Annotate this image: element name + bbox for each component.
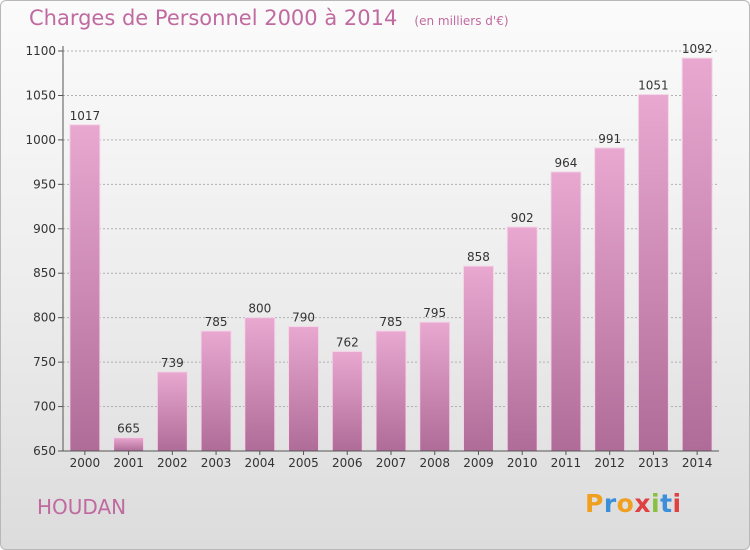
value-label-2013: 1051	[638, 79, 669, 93]
y-tick-label: 900	[33, 222, 56, 236]
bar-2008[interactable]	[419, 321, 451, 452]
x-tick-label-2005: 2005	[288, 456, 319, 470]
bar-2004[interactable]	[244, 317, 276, 452]
y-tick-label: 650	[33, 444, 56, 458]
bar-2014[interactable]	[681, 57, 713, 452]
value-label-2005: 790	[292, 311, 315, 325]
x-tick-label-2013: 2013	[638, 456, 669, 470]
value-label-2007: 785	[380, 315, 403, 329]
y-tick-label: 1000	[25, 133, 56, 147]
value-label-2009: 858	[467, 250, 490, 264]
chart-unit-subtitle: (en milliers d'€)	[414, 14, 509, 28]
value-label-2006: 762	[336, 335, 359, 349]
y-tick-label: 1100	[25, 44, 56, 58]
logo-letter: t	[660, 489, 673, 518]
commune-name: HOUDAN	[37, 495, 127, 519]
value-label-2002: 739	[161, 356, 184, 370]
bar-2003[interactable]	[200, 330, 232, 452]
value-label-2003: 785	[205, 315, 228, 329]
bar-2011[interactable]	[550, 171, 582, 452]
x-tick-label-2010: 2010	[507, 456, 538, 470]
x-tick-label-2003: 2003	[201, 456, 232, 470]
value-label-2010: 902	[511, 211, 534, 225]
x-tick-label-2002: 2002	[157, 456, 188, 470]
y-tick-label: 800	[33, 311, 56, 325]
chart-title-block: Charges de Personnel 2000 à 2014 (en mil…	[29, 6, 509, 30]
x-tick-label-2009: 2009	[463, 456, 494, 470]
y-tick-label: 700	[33, 400, 56, 414]
bar-2009[interactable]	[462, 265, 494, 452]
y-tick-label: 850	[33, 266, 56, 280]
bar-2005[interactable]	[288, 326, 320, 452]
value-label-2001: 665	[117, 422, 140, 436]
y-tick-label: 750	[33, 355, 56, 369]
logo-letter: x	[634, 489, 651, 518]
y-tick-label: 1050	[25, 88, 56, 102]
value-label-2012: 991	[598, 132, 621, 146]
x-tick-label-2011: 2011	[551, 456, 582, 470]
x-tick-label-2001: 2001	[113, 456, 144, 470]
bar-2013[interactable]	[637, 94, 669, 452]
value-label-2008: 795	[423, 306, 446, 320]
x-tick-label-2004: 2004	[245, 456, 276, 470]
value-label-2004: 800	[248, 302, 271, 316]
x-tick-label-2000: 2000	[70, 456, 101, 470]
logo-letter: P	[585, 489, 604, 518]
proxiti-logo[interactable]: Proxiti	[585, 489, 682, 518]
bar-2007[interactable]	[375, 330, 407, 452]
bar-2002[interactable]	[156, 371, 188, 452]
logo-letter: o	[616, 489, 635, 518]
y-tick-label: 950	[33, 177, 56, 191]
chart-title: Charges de Personnel 2000 à 2014	[29, 6, 398, 30]
value-label-2011: 964	[554, 156, 577, 170]
x-tick-label-2008: 2008	[419, 456, 450, 470]
logo-letter: i	[651, 489, 661, 518]
bar-2000[interactable]	[69, 124, 101, 452]
x-tick-label-2006: 2006	[332, 456, 363, 470]
x-tick-label-2012: 2012	[594, 456, 625, 470]
bar-2001[interactable]	[113, 437, 145, 452]
x-tick-label-2014: 2014	[682, 456, 713, 470]
bar-2010[interactable]	[506, 226, 538, 452]
value-label-2000: 1017	[70, 109, 101, 123]
value-label-2014: 1092	[682, 42, 713, 56]
logo-letter: i	[672, 489, 682, 518]
bar-2012[interactable]	[594, 147, 626, 452]
bar-2006[interactable]	[331, 350, 363, 452]
x-tick-label-2007: 2007	[376, 456, 407, 470]
logo-letter: r	[603, 489, 617, 518]
